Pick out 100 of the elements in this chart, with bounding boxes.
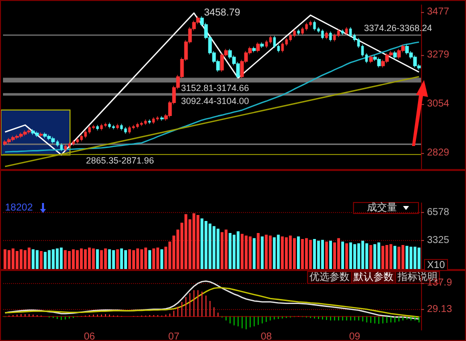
candlestick xyxy=(265,40,268,48)
candlestick xyxy=(301,26,304,36)
bar xyxy=(112,250,115,269)
candlestick xyxy=(152,116,155,124)
candlestick xyxy=(43,132,47,138)
candlestick xyxy=(337,29,340,38)
bar xyxy=(12,248,14,269)
candlestick xyxy=(297,29,300,36)
bar xyxy=(236,231,240,269)
candlestick xyxy=(60,142,63,152)
bar xyxy=(212,226,216,269)
bar xyxy=(200,218,204,269)
candlestick xyxy=(260,42,264,48)
annotation: 优选参数 xyxy=(310,271,350,283)
bar xyxy=(240,234,244,269)
bar xyxy=(124,250,127,269)
bar xyxy=(132,250,136,269)
y-tick-label: 29.13 xyxy=(427,304,452,315)
candlestick xyxy=(128,126,131,134)
candlestick xyxy=(269,36,272,44)
candlestick xyxy=(413,55,417,68)
bar xyxy=(76,250,79,269)
bar xyxy=(192,213,196,269)
chart-title: 成交量 xyxy=(367,202,397,214)
bar xyxy=(216,228,220,269)
bar xyxy=(288,236,292,269)
bar xyxy=(24,250,27,269)
x-tick-label: 06 xyxy=(84,332,96,341)
candlestick xyxy=(385,52,389,64)
bar xyxy=(88,248,91,269)
candlestick xyxy=(329,31,332,42)
candlestick xyxy=(333,33,336,42)
bar xyxy=(309,240,312,269)
bar xyxy=(361,240,364,269)
x-tick-label: 09 xyxy=(349,332,361,341)
candlestick xyxy=(108,122,111,129)
candlestick xyxy=(349,26,352,38)
bar xyxy=(337,238,340,269)
bar xyxy=(321,240,324,269)
band-label: 2865.35-2871.96 xyxy=(86,155,154,166)
bar xyxy=(325,242,328,269)
bar xyxy=(345,243,348,269)
bar xyxy=(116,249,119,269)
candlestick xyxy=(293,29,296,38)
bar xyxy=(128,249,132,269)
band-label: 3152.81-3174.66 xyxy=(181,83,250,94)
bar xyxy=(148,250,152,269)
bar xyxy=(317,240,320,269)
bar xyxy=(410,246,412,269)
bar xyxy=(393,246,396,269)
bar xyxy=(20,249,22,269)
bar xyxy=(32,249,35,269)
candlestick xyxy=(84,130,87,138)
candlestick xyxy=(273,36,276,48)
bar xyxy=(292,238,296,269)
bar xyxy=(329,240,332,269)
candlestick xyxy=(3,140,7,146)
candlestick xyxy=(345,26,348,36)
bar xyxy=(406,246,408,269)
bar xyxy=(228,233,232,269)
candlestick xyxy=(19,132,23,138)
y-tick-label: 3325 xyxy=(427,235,450,246)
bar xyxy=(414,246,416,269)
bar xyxy=(204,221,208,269)
bar xyxy=(4,249,6,269)
bar xyxy=(333,242,336,269)
candlestick xyxy=(313,20,316,31)
bar xyxy=(402,245,404,269)
bar xyxy=(232,234,236,269)
bar xyxy=(224,230,228,269)
bar xyxy=(184,214,188,269)
candlestick xyxy=(156,116,159,122)
candlestick xyxy=(305,22,308,31)
bar xyxy=(136,248,140,269)
candlestick xyxy=(31,128,35,136)
candlestick xyxy=(325,31,328,40)
candlestick xyxy=(76,138,79,144)
candlestick xyxy=(377,57,381,68)
line-series xyxy=(4,41,420,153)
candlestick xyxy=(7,138,11,144)
candlestick xyxy=(144,119,147,126)
bar xyxy=(108,249,111,269)
bar xyxy=(96,249,99,269)
bar xyxy=(120,248,123,269)
candlestick xyxy=(104,122,107,128)
candlestick xyxy=(397,48,401,60)
candlestick xyxy=(309,20,312,27)
bar xyxy=(341,242,344,269)
x-tick-label: 08 xyxy=(260,332,272,341)
candlestick xyxy=(321,29,324,40)
candlestick xyxy=(88,126,91,134)
bar xyxy=(8,250,10,269)
candlestick xyxy=(289,33,292,42)
y-tick-label: 6578 xyxy=(427,207,450,218)
candlestick xyxy=(120,123,123,131)
y-tick-label: 3279 xyxy=(427,50,450,61)
bar xyxy=(196,215,200,269)
candlestick xyxy=(23,130,27,136)
bar xyxy=(389,244,392,269)
candlestick xyxy=(116,123,119,130)
